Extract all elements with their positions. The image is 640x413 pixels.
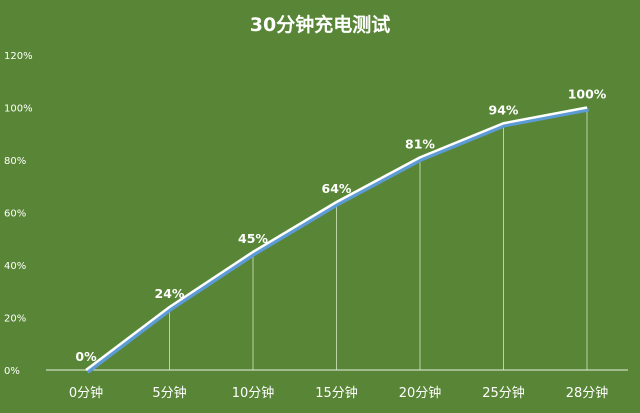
y-tick-label: 0%	[4, 366, 20, 377]
data-label: 64%	[322, 181, 352, 196]
y-tick-label: 40%	[4, 261, 26, 272]
y-tick-label: 100%	[4, 104, 33, 115]
data-label: 0%	[75, 349, 97, 364]
data-label: 94%	[489, 102, 519, 117]
x-tick-label: 10分钟	[232, 385, 275, 401]
series-line	[85, 106, 588, 371]
x-tick-label: 28分钟	[566, 385, 609, 401]
data-label: 81%	[405, 136, 435, 151]
drop-lines	[169, 107, 588, 370]
x-tick-label: 25分钟	[482, 385, 525, 401]
y-tick-label: 80%	[4, 156, 26, 167]
x-tick-label: 15分钟	[315, 385, 358, 401]
data-label: 100%	[568, 87, 607, 102]
chart-title: 30分钟充电测试	[250, 13, 390, 36]
series	[85, 106, 589, 374]
y-tick-label: 20%	[4, 314, 26, 325]
data-label: 45%	[238, 231, 268, 246]
x-tick-label: 0分钟	[69, 385, 103, 401]
data-labels: 0% 24% 45% 64% 81% 94% 100%	[75, 87, 606, 365]
data-label: 24%	[155, 286, 185, 301]
series-line-shadow	[86, 107, 589, 374]
x-tick-label: 5分钟	[152, 385, 186, 401]
x-axis: 0分钟 5分钟 10分钟 15分钟 20分钟 25分钟 28分钟	[69, 385, 608, 401]
y-tick-label: 120%	[4, 51, 33, 62]
y-axis: 0% 20% 40% 60% 80% 100% 120%	[4, 51, 33, 377]
x-tick-label: 20分钟	[399, 385, 442, 401]
y-tick-label: 60%	[4, 209, 26, 220]
